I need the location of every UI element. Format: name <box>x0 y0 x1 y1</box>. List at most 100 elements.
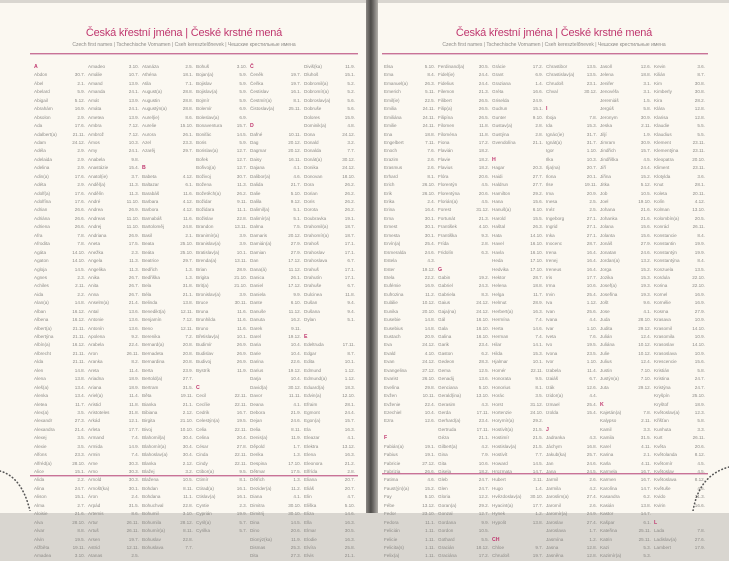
first-name: Daisy <box>250 156 262 162</box>
name-day-date: 19.3. <box>640 283 651 289</box>
first-name: Ariel(a) <box>88 393 103 399</box>
name-entry: Havla 16.10. <box>492 249 546 257</box>
name-entry: Hrozmata 14.7. <box>492 468 546 476</box>
first-name: Brunhilda <box>196 317 216 323</box>
name-day-date: 21.10. <box>180 418 193 424</box>
first-name: Kamil <box>600 426 612 432</box>
name-entry: Děpold 1.7. <box>250 443 304 451</box>
first-name: Gordon <box>438 528 454 534</box>
name-entry: Jozika 15.3. <box>600 274 654 282</box>
name-day-date: 4.8. <box>347 123 355 129</box>
first-name: Eulálie <box>384 300 398 306</box>
first-name: Flóra <box>438 173 449 179</box>
name-entry: Dulcinea 11.8. <box>304 291 358 299</box>
first-name: Drahoslava <box>304 258 328 264</box>
name-entry: Katrin 25.11. <box>600 536 654 544</box>
first-name: Atanáza <box>142 64 159 69</box>
name-day-date: 7.8. <box>77 232 85 238</box>
first-name: Judita <box>600 325 613 331</box>
name-day-date: 20.3. <box>532 165 543 171</box>
name-entry: Heda 17.10. <box>492 257 546 265</box>
first-name: Aleš(a) <box>34 384 49 390</box>
name-entry: Hilar 14.1. <box>492 341 546 349</box>
name-day-date: 20.8. <box>182 350 193 356</box>
name-day-date: 15.2. <box>640 173 651 179</box>
first-name: Celina <box>196 435 210 441</box>
first-name: Alex(a) <box>34 409 49 415</box>
name-day-date: 8.4. <box>427 72 435 78</box>
name-day-date: 16.3. <box>344 426 355 432</box>
first-name: Celestýn(a) <box>196 418 220 424</box>
name-entry: Lada 7.8. <box>654 527 708 535</box>
name-day-date: 11.9. <box>345 64 355 69</box>
first-name: Benjamín <box>142 317 162 323</box>
first-name: Ignát(a) <box>546 139 562 145</box>
first-name: Jaroslim(a) <box>546 494 569 500</box>
name-day-date: 3.7. <box>131 173 139 179</box>
first-name: Josef(a) <box>600 283 617 289</box>
name-entry: Donalda 7.7. <box>304 147 358 155</box>
name-day-date: 31.8. <box>182 283 193 289</box>
first-name: Florentýn <box>438 182 458 188</box>
name-entry: Abrahám 16.9. <box>34 105 88 113</box>
name-day-date: 2.6. <box>589 477 597 483</box>
name-day-date: 9.8. <box>131 156 139 162</box>
first-name: Havel <box>492 241 504 247</box>
name-entry: Flavie 18.2. <box>438 156 492 164</box>
name-day-date: 30.8. <box>694 80 705 86</box>
first-name: Eliza <box>304 511 314 517</box>
name-day-date: 5.10. <box>424 494 435 500</box>
name-day-date: 5.2. <box>347 89 355 95</box>
name-day-date: 16.2. <box>290 317 301 323</box>
name-day-date: 5.10. <box>424 64 435 69</box>
name-entry: Erika 2.4. <box>384 198 438 206</box>
name-day-date: 11.10. <box>126 215 139 221</box>
name-entry: Daniela 9.9. <box>250 291 304 299</box>
first-name: Abelard <box>34 89 50 95</box>
name-day-date: 28.1. <box>694 182 705 188</box>
first-name: Bohuchval <box>142 502 164 508</box>
first-name: Budislav <box>196 350 214 356</box>
first-name: Anastázie <box>88 165 109 171</box>
name-entry: Dalimil(a) 5.1. <box>250 206 304 214</box>
name-entry: Bojmír 5.9. <box>196 97 250 105</box>
name-entry: Dobruše 5.6. <box>304 105 358 113</box>
name-day-date: 18.2. <box>478 156 489 162</box>
name-day-date: 10.9. <box>694 350 705 356</box>
first-name: Dajana <box>250 165 265 171</box>
name-entry: Karmela 16.7. <box>600 468 654 476</box>
first-name: Alexie <box>34 443 47 449</box>
first-name: Filoména <box>438 131 457 137</box>
name-entry: Fébe 13.12. <box>384 502 438 510</box>
name-entry: Grácie 17.2. <box>492 63 546 71</box>
first-name: Bela <box>142 283 152 289</box>
name-entry: Beno 12.11. <box>142 325 196 333</box>
name-entry: Emanuel(a) 26.3. <box>384 80 438 88</box>
first-name: Bořivoj(a) <box>196 165 216 171</box>
name-entry: Jiřina 15.2. <box>600 173 654 181</box>
first-name: Dušan <box>304 300 318 306</box>
name-entry: Danuše 11.12. <box>250 308 304 316</box>
name-entry: Jimram 30.9. <box>600 139 654 147</box>
name-day-date: 13.10. <box>476 393 489 399</box>
first-name: Bertold(a) <box>142 376 163 382</box>
name-day-date: 5.1. <box>293 207 301 213</box>
name-day-date: 1.3. <box>185 274 193 280</box>
name-entry: Kornélie 16.9. <box>654 299 708 307</box>
name-day-date: 13.6. <box>128 317 139 323</box>
name-day-date: 6.7. <box>347 283 355 289</box>
first-name: Artuš <box>88 528 99 534</box>
first-name: Agloja <box>34 266 47 272</box>
name-day-date: 21.10. <box>234 283 247 289</box>
first-name: Inéz <box>546 207 555 213</box>
name-day-date: 22.11. <box>234 393 247 399</box>
name-entry: Erasmus 2.6. <box>384 164 438 172</box>
name-entry: Dolores 15.9. <box>304 114 358 122</box>
first-name: Bratislav(a) <box>196 249 220 255</box>
name-day-date: 4.2. <box>481 443 489 449</box>
first-name: Juliána <box>600 342 615 348</box>
first-name: Evangelina <box>384 367 407 373</box>
name-day-date: 18.8. <box>532 283 543 289</box>
name-entry: Eusebie 14.8. <box>384 316 438 324</box>
name-day-date: 11.10. <box>126 199 139 204</box>
